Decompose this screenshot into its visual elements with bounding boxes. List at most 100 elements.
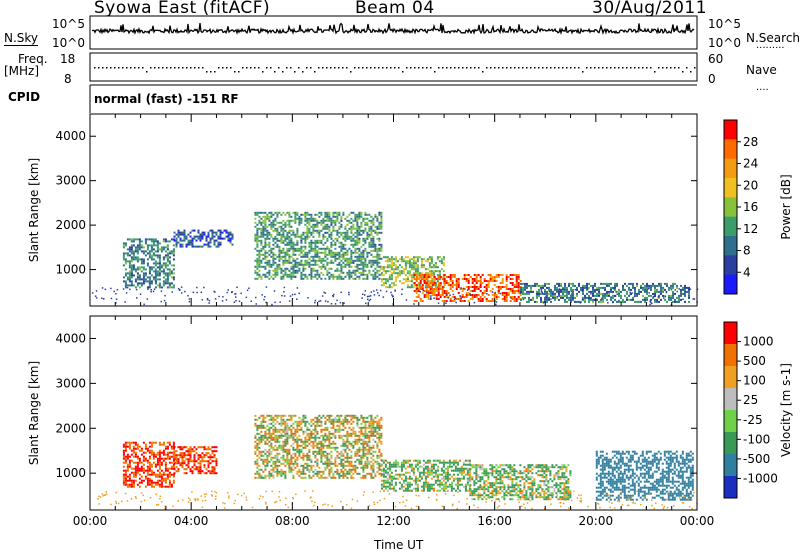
data-cell — [487, 286, 490, 288]
sparse-point — [110, 287, 112, 290]
data-cell — [356, 239, 359, 242]
data-cell — [124, 272, 127, 275]
data-cell — [268, 243, 271, 246]
data-cell — [306, 221, 309, 224]
data-cell — [296, 227, 299, 230]
data-cell — [451, 286, 454, 288]
data-cell — [181, 243, 184, 246]
data-cell — [574, 296, 576, 299]
data-cell — [330, 436, 333, 439]
data-cell — [336, 257, 339, 260]
data-cell — [324, 277, 327, 280]
data-cell — [288, 253, 291, 256]
freq-point — [246, 67, 248, 69]
sparse-point — [373, 294, 376, 296]
data-cell — [130, 252, 133, 255]
data-cell — [328, 229, 331, 232]
data-cell — [286, 426, 289, 429]
data-cell — [338, 273, 341, 276]
data-cell — [199, 472, 202, 475]
data-cell — [172, 272, 175, 275]
data-cell — [436, 266, 439, 269]
data-cell — [362, 454, 365, 457]
data-cell — [638, 292, 640, 295]
sparse-point — [160, 300, 162, 303]
data-cell — [136, 443, 139, 446]
data-cell — [254, 450, 257, 453]
data-cell — [302, 416, 305, 419]
data-cell — [517, 276, 520, 278]
data-cell — [134, 447, 137, 450]
data-cell — [328, 217, 331, 220]
data-cell — [410, 268, 413, 271]
data-cell — [292, 474, 295, 477]
data-cell — [372, 420, 375, 423]
freq-point — [146, 71, 148, 73]
data-cell — [124, 274, 127, 277]
data-cell — [296, 428, 299, 431]
data-cell — [324, 251, 327, 254]
data-cell — [148, 244, 151, 247]
data-cell — [440, 262, 443, 265]
data-cell — [350, 468, 353, 471]
data-cell — [308, 243, 311, 246]
data-cell — [368, 444, 371, 447]
data-cell — [350, 217, 353, 220]
data-cell — [572, 282, 574, 285]
data-cell — [348, 247, 351, 250]
data-cell — [256, 273, 259, 276]
data-cell — [491, 276, 494, 278]
data-cell — [378, 211, 381, 214]
data-cell — [406, 278, 409, 281]
data-cell — [428, 264, 431, 267]
data-cell — [312, 227, 315, 230]
data-cell — [485, 288, 488, 290]
data-cell — [467, 300, 470, 302]
data-cell — [304, 430, 307, 433]
data-cell — [158, 254, 161, 257]
data-cell — [588, 282, 590, 285]
data-cell — [294, 275, 297, 278]
data-cell — [362, 426, 365, 429]
data-cell — [300, 448, 303, 451]
data-cell — [417, 296, 420, 298]
data-cell — [618, 300, 620, 303]
data-cell — [368, 227, 371, 230]
data-cell — [548, 298, 550, 301]
data-cell — [517, 286, 520, 288]
data-cell — [124, 242, 127, 245]
data-cell — [644, 286, 646, 289]
data-cell — [306, 227, 309, 230]
data-cell — [632, 296, 634, 299]
data-cell — [406, 270, 409, 273]
data-cell — [266, 436, 269, 439]
data-cell — [274, 460, 277, 463]
data-cell — [346, 263, 349, 266]
data-cell — [552, 294, 554, 297]
data-cell — [437, 298, 440, 300]
data-cell — [668, 296, 670, 299]
data-cell — [526, 292, 528, 295]
data-cell — [356, 438, 359, 441]
data-cell — [292, 476, 295, 479]
data-cell — [596, 286, 598, 289]
data-cell — [195, 239, 198, 242]
data-cell — [268, 444, 271, 447]
data-cell — [156, 469, 159, 472]
data-cell — [360, 458, 363, 461]
data-cell — [477, 294, 480, 296]
data-cell — [511, 292, 514, 294]
data-cell — [332, 432, 335, 435]
sparse-point — [214, 298, 217, 300]
data-cell — [140, 282, 143, 285]
data-cell — [328, 418, 331, 421]
data-cell — [442, 258, 445, 261]
data-cell — [602, 292, 604, 295]
data-cell — [678, 296, 680, 299]
data-cell — [201, 231, 204, 234]
freq-point — [618, 67, 620, 69]
data-cell — [274, 257, 277, 260]
data-cell — [197, 231, 200, 234]
data-cell — [360, 438, 363, 441]
data-cell — [443, 278, 446, 280]
